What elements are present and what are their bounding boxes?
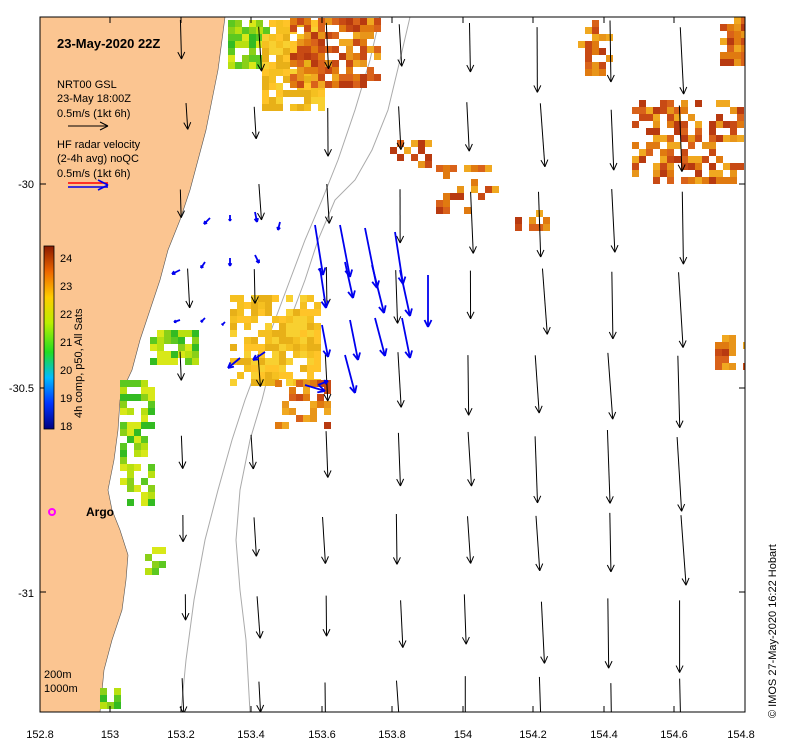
x-tick-label: 154.4	[590, 729, 618, 741]
model-scale-arrow	[68, 121, 109, 131]
depth-label-1000m: 1000m	[44, 683, 78, 695]
model-scale: 0.5m/s (1kt 6h)	[57, 108, 130, 120]
radar-legend-line1: HF radar velocity	[57, 139, 141, 151]
y-tick-label: -30	[18, 179, 34, 191]
x-tick-label: 154	[454, 729, 472, 741]
argo-float-marker	[48, 508, 56, 516]
sst-pixels	[100, 17, 745, 709]
colorbar-label: 4h comp, p50, All Sats	[73, 308, 85, 418]
colorbar-tick: 24	[60, 253, 72, 265]
model-name: NRT00 GSL	[57, 79, 117, 91]
colorbar-tick: 23	[60, 281, 72, 293]
credit-text: © IMOS 27-May-2020 16:22 Hobart	[767, 544, 779, 718]
x-tick-label: 154.8	[727, 729, 755, 741]
x-tick-label: 153	[101, 729, 119, 741]
colorbar-tick: 19	[60, 393, 72, 405]
model-time: 23-May 18:00Z	[57, 93, 131, 105]
x-tick-label: 154.6	[660, 729, 688, 741]
x-tick-label: 153.2	[167, 729, 195, 741]
radar-velocity-arrows	[171, 211, 433, 394]
argo-label: Argo	[86, 505, 114, 519]
axis-ticks	[39, 17, 746, 712]
x-tick-label: 153.4	[237, 729, 265, 741]
x-tick-label: 154.2	[519, 729, 547, 741]
radar-scale-arrow	[68, 179, 109, 191]
radar-legend-line2: (2-4h avg) noQC	[57, 153, 139, 165]
x-tick-label: 153.8	[378, 729, 406, 741]
y-tick-label: -31	[18, 588, 34, 600]
radar-scale: 0.5m/s (1kt 6h)	[57, 168, 130, 180]
colorbar-tick: 20	[60, 365, 72, 377]
depth-label-200m: 200m	[44, 669, 72, 681]
map-title: 23-May-2020 22Z	[57, 36, 160, 51]
y-tick-label: -30.5	[9, 383, 34, 395]
colorbar-tick: 22	[60, 309, 72, 321]
model-current-arrows	[177, 20, 690, 712]
x-tick-label: 152.8	[26, 729, 54, 741]
colorbar	[43, 245, 55, 430]
x-tick-label: 153.6	[308, 729, 336, 741]
colorbar-tick: 18	[60, 421, 72, 433]
colorbar-tick: 21	[60, 337, 72, 349]
